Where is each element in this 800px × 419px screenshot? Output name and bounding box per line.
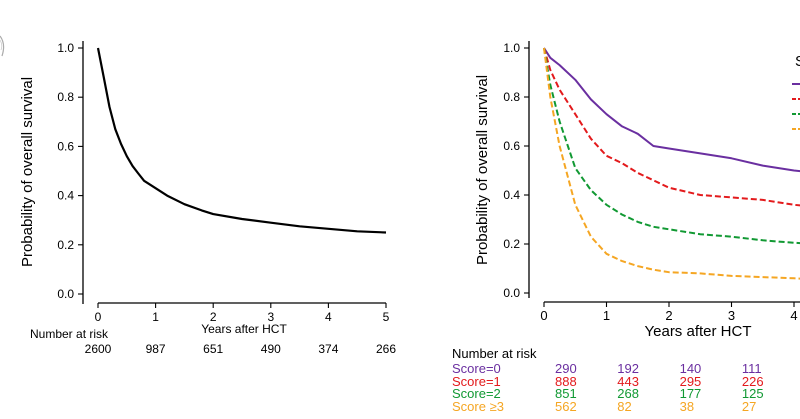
series-lines xyxy=(543,47,800,280)
x-axis-label: Years after HCT xyxy=(201,322,287,336)
risk-value: 651 xyxy=(203,342,223,356)
overall-survival-panel: 0.0 0.2 0.4 0.6 0.8 1.0 0 1 2 3 4 5 Probability of… xyxy=(19,41,396,356)
risk-value: 140 xyxy=(680,361,702,376)
y-tick-label: 0.4 xyxy=(57,189,74,203)
risk-value: 226 xyxy=(742,374,764,389)
y-tick-label: 0.6 xyxy=(503,139,520,153)
x-tick-label: 1 xyxy=(603,308,610,323)
x-tick-label: 3 xyxy=(267,310,274,324)
risk-value: 266 xyxy=(376,342,396,356)
series-line-score-0 xyxy=(543,47,800,173)
risk-value: 888 xyxy=(555,374,577,389)
series-lines xyxy=(96,47,387,234)
risk-value: 268 xyxy=(617,386,639,401)
y-axis-label: Probability of overall survival xyxy=(474,75,491,265)
risk-table-label: Number at risk xyxy=(30,327,109,341)
series-line-overall xyxy=(96,47,387,234)
y-ticks: 0.0 0.2 0.4 0.6 0.8 1.0 xyxy=(57,41,83,301)
risk-row-label: Score ≥3 xyxy=(452,399,504,414)
x-tick-label: 5 xyxy=(383,310,390,324)
x-ticks: 0 1 2 3 4 5 xyxy=(95,303,390,324)
risk-value: 374 xyxy=(318,342,338,356)
x-ticks: 0 1 2 3 4 xyxy=(540,302,798,323)
series-line-score-2 xyxy=(543,47,800,245)
risk-value: 125 xyxy=(742,386,764,401)
x-tick-label: 1 xyxy=(152,310,159,324)
x-tick-label: 2 xyxy=(210,310,217,324)
legend: S xyxy=(792,53,800,130)
y-ticks: 0.0 0.2 0.4 0.6 0.8 1.0 xyxy=(503,41,529,300)
risk-value: 27 xyxy=(742,399,756,414)
x-axis-label: Years after HCT xyxy=(645,323,752,340)
risk-value: 987 xyxy=(146,342,166,356)
y-tick-label: 0.0 xyxy=(57,287,74,301)
y-tick-label: 1.0 xyxy=(57,41,74,55)
y-tick-label: 0.8 xyxy=(57,90,74,104)
x-tick-label: 2 xyxy=(665,308,672,323)
risk-value: 295 xyxy=(680,374,702,389)
series-line-score-3 xyxy=(543,47,800,280)
y-tick-label: 0.2 xyxy=(503,237,520,251)
risk-value: 490 xyxy=(261,342,281,356)
risk-table: 2600 987 651 490 374 266 xyxy=(85,342,397,356)
risk-value: 111 xyxy=(742,361,762,376)
risk-value: 851 xyxy=(555,386,577,401)
risk-value: 82 xyxy=(617,399,631,414)
legend-title-fragment: S xyxy=(795,53,800,70)
risk-value: 2600 xyxy=(85,342,112,356)
logo-fragment xyxy=(0,35,5,57)
risk-table: Score=029019214011186Score=1888443295226… xyxy=(452,361,764,414)
x-tick-label: 4 xyxy=(790,308,797,323)
risk-value: 443 xyxy=(617,374,639,389)
risk-value: 177 xyxy=(680,386,702,401)
risk-value: 562 xyxy=(555,399,577,414)
x-tick-label: 0 xyxy=(95,310,102,324)
risk-value: 38 xyxy=(680,399,694,414)
y-tick-label: 0.6 xyxy=(57,139,74,153)
y-tick-label: 1.0 xyxy=(503,41,520,55)
risk-row-label: Score=0 xyxy=(452,361,501,376)
y-axis-label: Probability of overall survival xyxy=(19,77,36,267)
risk-row-label: Score=1 xyxy=(452,374,501,389)
y-tick-label: 0.8 xyxy=(503,90,520,104)
series-line-score-1 xyxy=(543,47,800,207)
risk-value: 192 xyxy=(617,361,639,376)
risk-value: 290 xyxy=(555,361,577,376)
x-tick-label: 4 xyxy=(325,310,332,324)
score-survival-panel: 0.0 0.2 0.4 0.6 0.8 1.0 0 1 2 3 4 Probability of … xyxy=(452,41,800,414)
y-tick-label: 0.0 xyxy=(503,286,520,300)
x-tick-label: 3 xyxy=(728,308,735,323)
logo-fragment-inner xyxy=(0,39,3,51)
risk-row-label: Score=2 xyxy=(452,386,501,401)
x-tick-label: 0 xyxy=(540,308,547,323)
y-tick-label: 0.4 xyxy=(503,188,520,202)
risk-table-label: Number at risk xyxy=(452,346,537,361)
y-tick-label: 0.2 xyxy=(57,238,74,252)
